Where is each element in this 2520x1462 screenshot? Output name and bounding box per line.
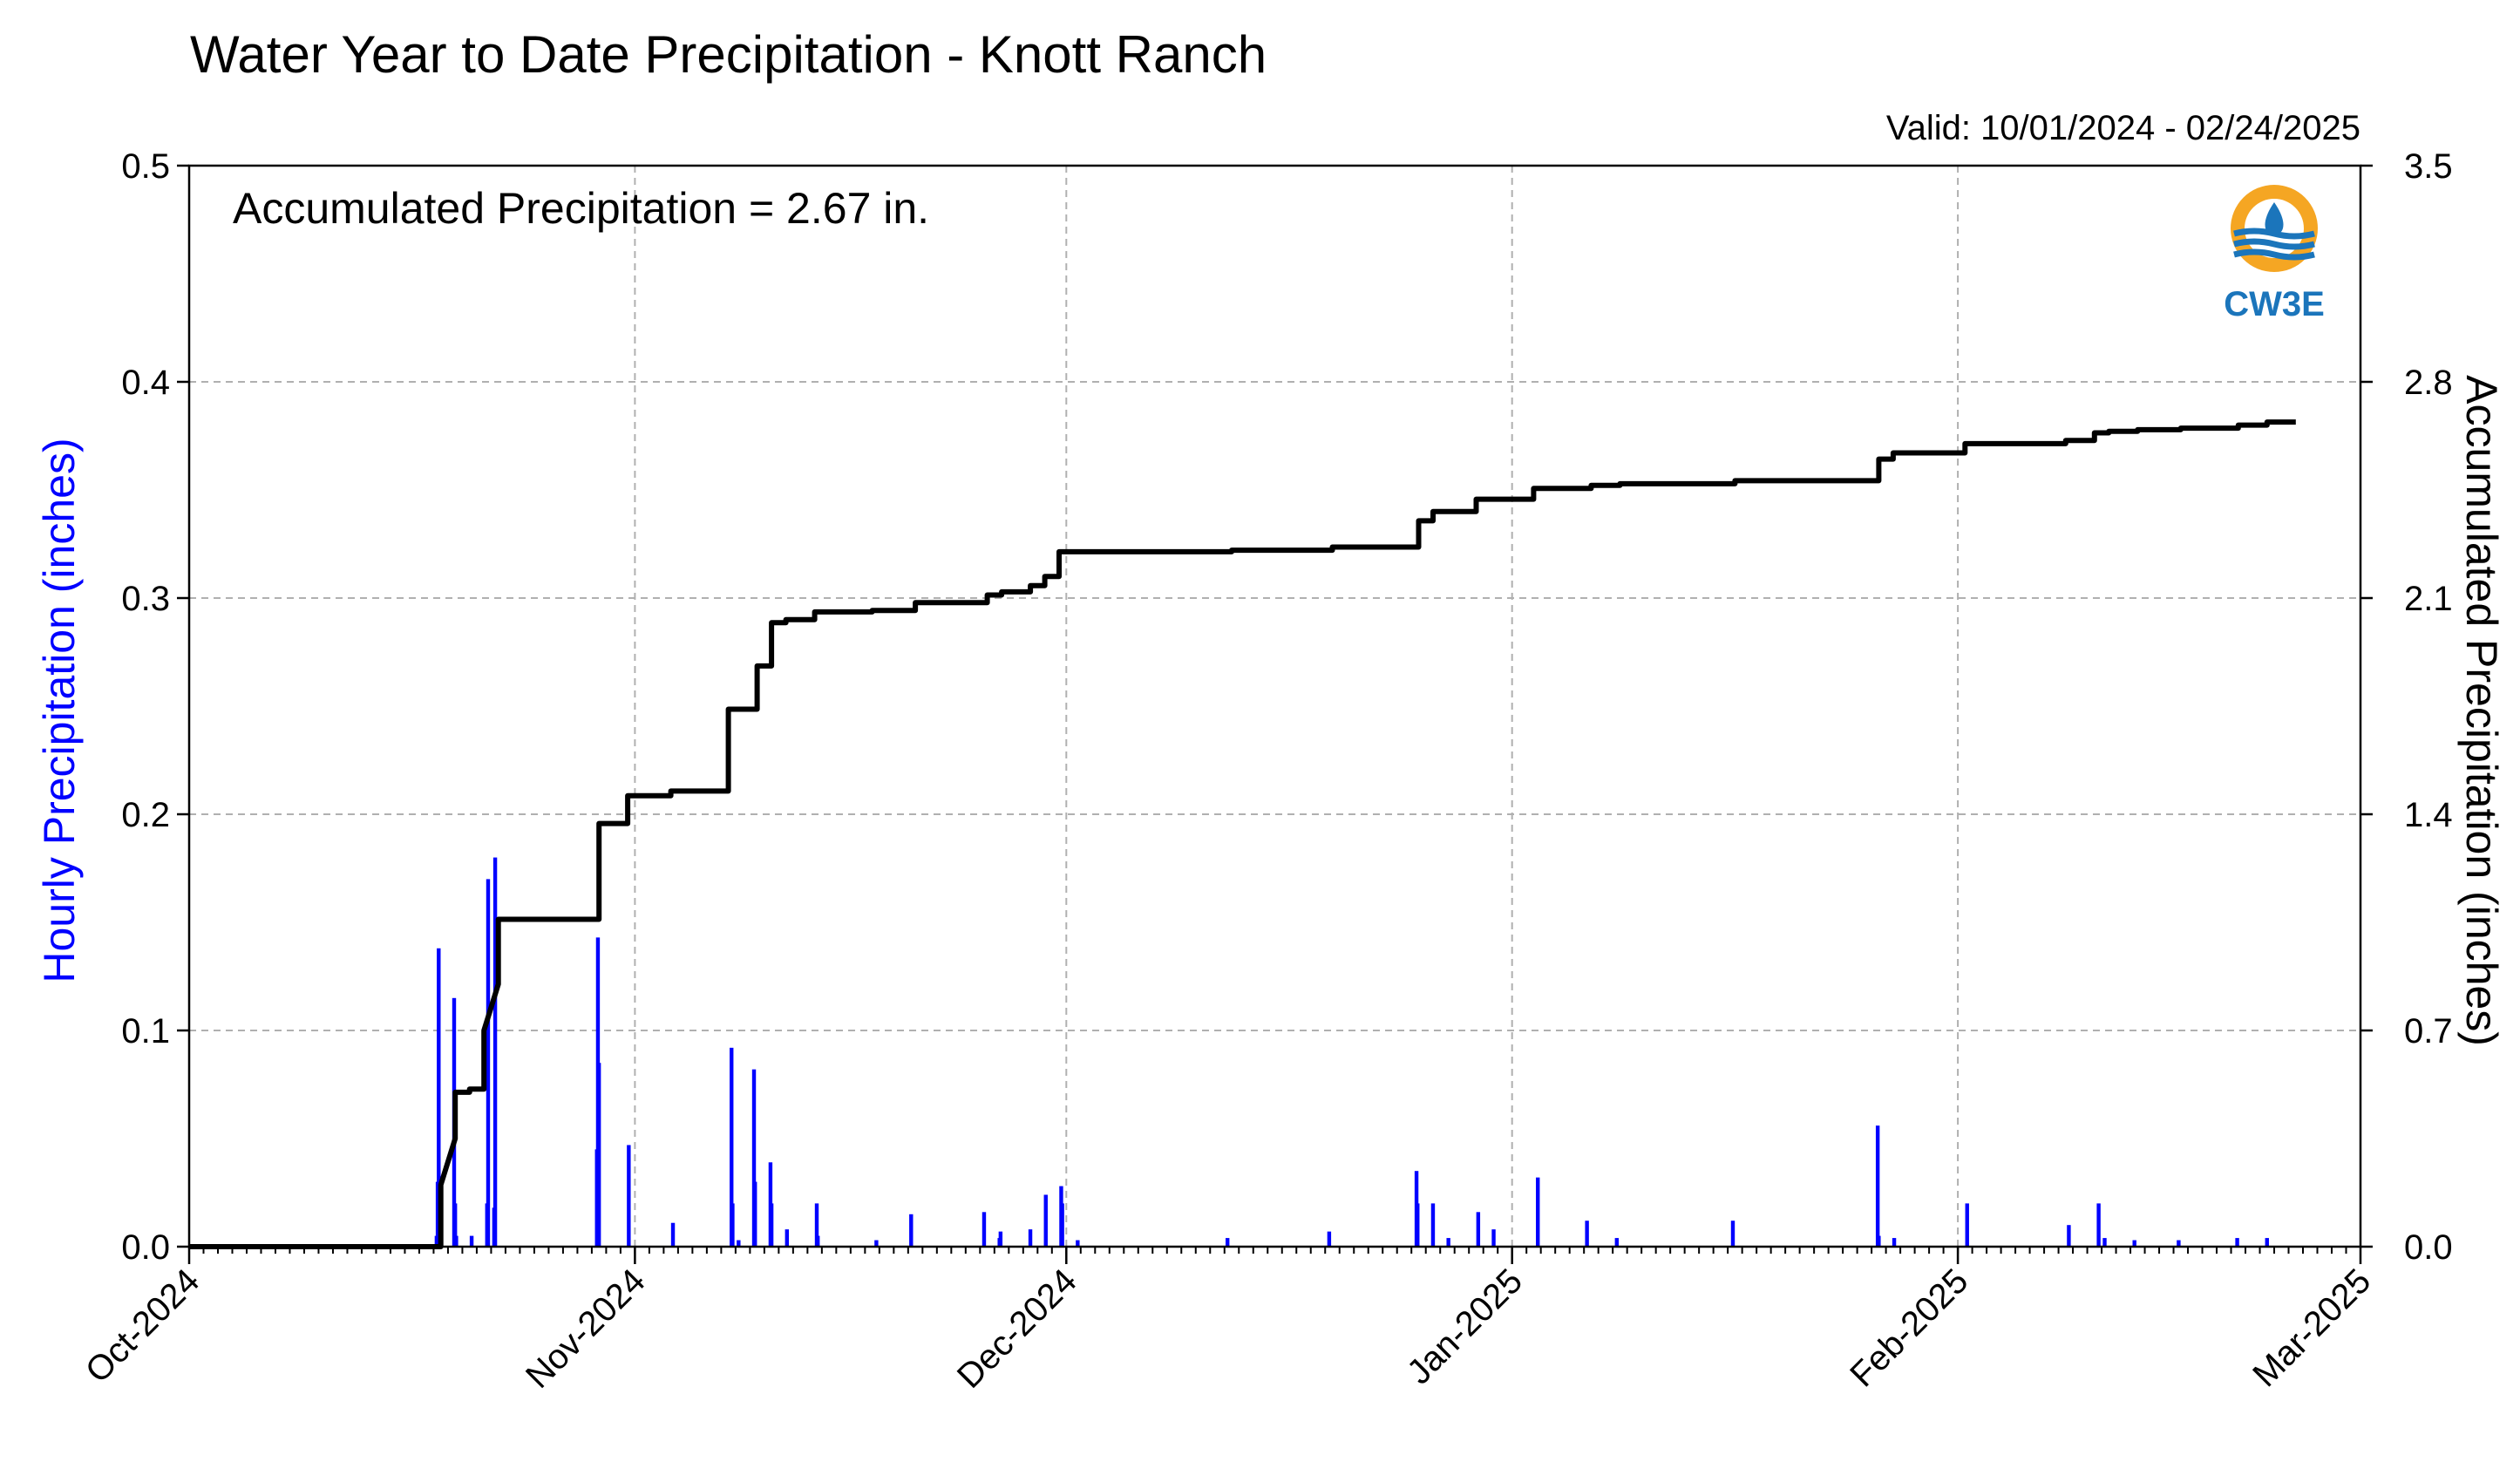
hourly-bar [730,1203,735,1247]
hourly-bar [1536,1177,1540,1247]
hourly-bar [627,1145,631,1247]
hourly-bar [982,1212,987,1247]
hourly-bar [437,948,441,1247]
hourly-bar [1028,1229,1033,1247]
hourly-bar [814,1203,819,1247]
grid-lines [189,166,2360,1247]
hourly-bar [1965,1203,1969,1247]
hourly-bar [751,1069,757,1247]
y-left-tick-label: 0.3 [121,580,170,618]
logo-drop [2265,202,2284,235]
y-right-tick-label: 0.7 [2404,1012,2453,1051]
hourly-bar [670,1222,676,1247]
hourly-bar [2235,1238,2239,1247]
y-left-tick-label: 0.5 [121,147,170,186]
y-right-tick-label: 1.4 [2404,796,2453,834]
hourly-bar [909,1214,914,1247]
plot-frame [187,164,2362,1248]
chart-title: Water Year to Date Precipitation - Knott… [190,25,1267,84]
y-axis-right-label: Accumulated Precipitation (inches) [2457,375,2506,1046]
logo-text: CW3E [2224,285,2325,323]
y-right-tick-label: 2.8 [2404,364,2453,402]
hourly-bar [1430,1203,1436,1247]
hourly-bar [785,1229,790,1247]
y-left-tick-label: 0.0 [121,1228,170,1267]
hourly-bar [1476,1212,1481,1247]
y-left-tick-label: 0.1 [121,1012,170,1051]
hourly-bar [2265,1238,2269,1247]
hourly-bar [2132,1240,2136,1247]
hourly-bar [1614,1238,1620,1247]
accumulated-total-label: Accumulated Precipitation = 2.67 in. [233,184,929,233]
accumulated-line [189,419,2296,1249]
hourly-bar [1585,1221,1589,1247]
y-right-tick-label: 0.0 [2404,1228,2453,1267]
hourly-bar [1060,1203,1064,1247]
hourly-bar [998,1231,1003,1247]
y-left-tick-label: 0.4 [121,364,170,402]
hourly-bar [737,1240,741,1247]
hourly-bar [2177,1240,2181,1247]
hourly-bar [1491,1229,1496,1247]
hourly-precip-bars [434,857,2269,1247]
hourly-bar [2096,1203,2101,1247]
hourly-bar [1043,1194,1048,1247]
hourly-bar [2067,1225,2071,1247]
hourly-bar [486,879,491,1247]
hourly-bar [730,1047,734,1247]
hourly-bar [1730,1221,1735,1247]
logo-wave [2233,238,2315,250]
hourly-bar [1416,1203,1420,1247]
y-left-tick-label: 0.2 [121,796,170,834]
y-right-tick-label: 3.5 [2404,147,2453,186]
y-right-tick-label: 2.1 [2404,580,2453,618]
hourly-bar [454,1235,458,1247]
accumulated-precip-series [189,419,2296,1249]
logo-wave [2233,248,2315,261]
hourly-bar [1076,1240,1080,1247]
hourly-bar [753,1181,757,1247]
hourly-bar [452,1203,458,1247]
hourly-bar [1446,1238,1450,1247]
hourly-bar [2102,1238,2107,1247]
hourly-bar [1226,1238,1230,1247]
hourly-bar [1875,1125,1880,1247]
hourly-bar [769,1203,774,1247]
hourly-bar [874,1240,879,1247]
hourly-bar [596,1063,601,1247]
hourly-bar [1892,1238,1897,1247]
hourly-bar [1327,1231,1332,1247]
hourly-bar [816,1235,820,1247]
cw3e-logo: CW3E [2224,185,2325,323]
hourly-bar [1877,1235,1881,1247]
hourly-bar [469,1235,474,1247]
y-axis-left-label: Hourly Precipitation (inches) [35,438,84,983]
hourly-bar [492,857,498,1247]
valid-date-range: Valid: 10/01/2024 - 02/24/2025 [1886,109,2360,147]
